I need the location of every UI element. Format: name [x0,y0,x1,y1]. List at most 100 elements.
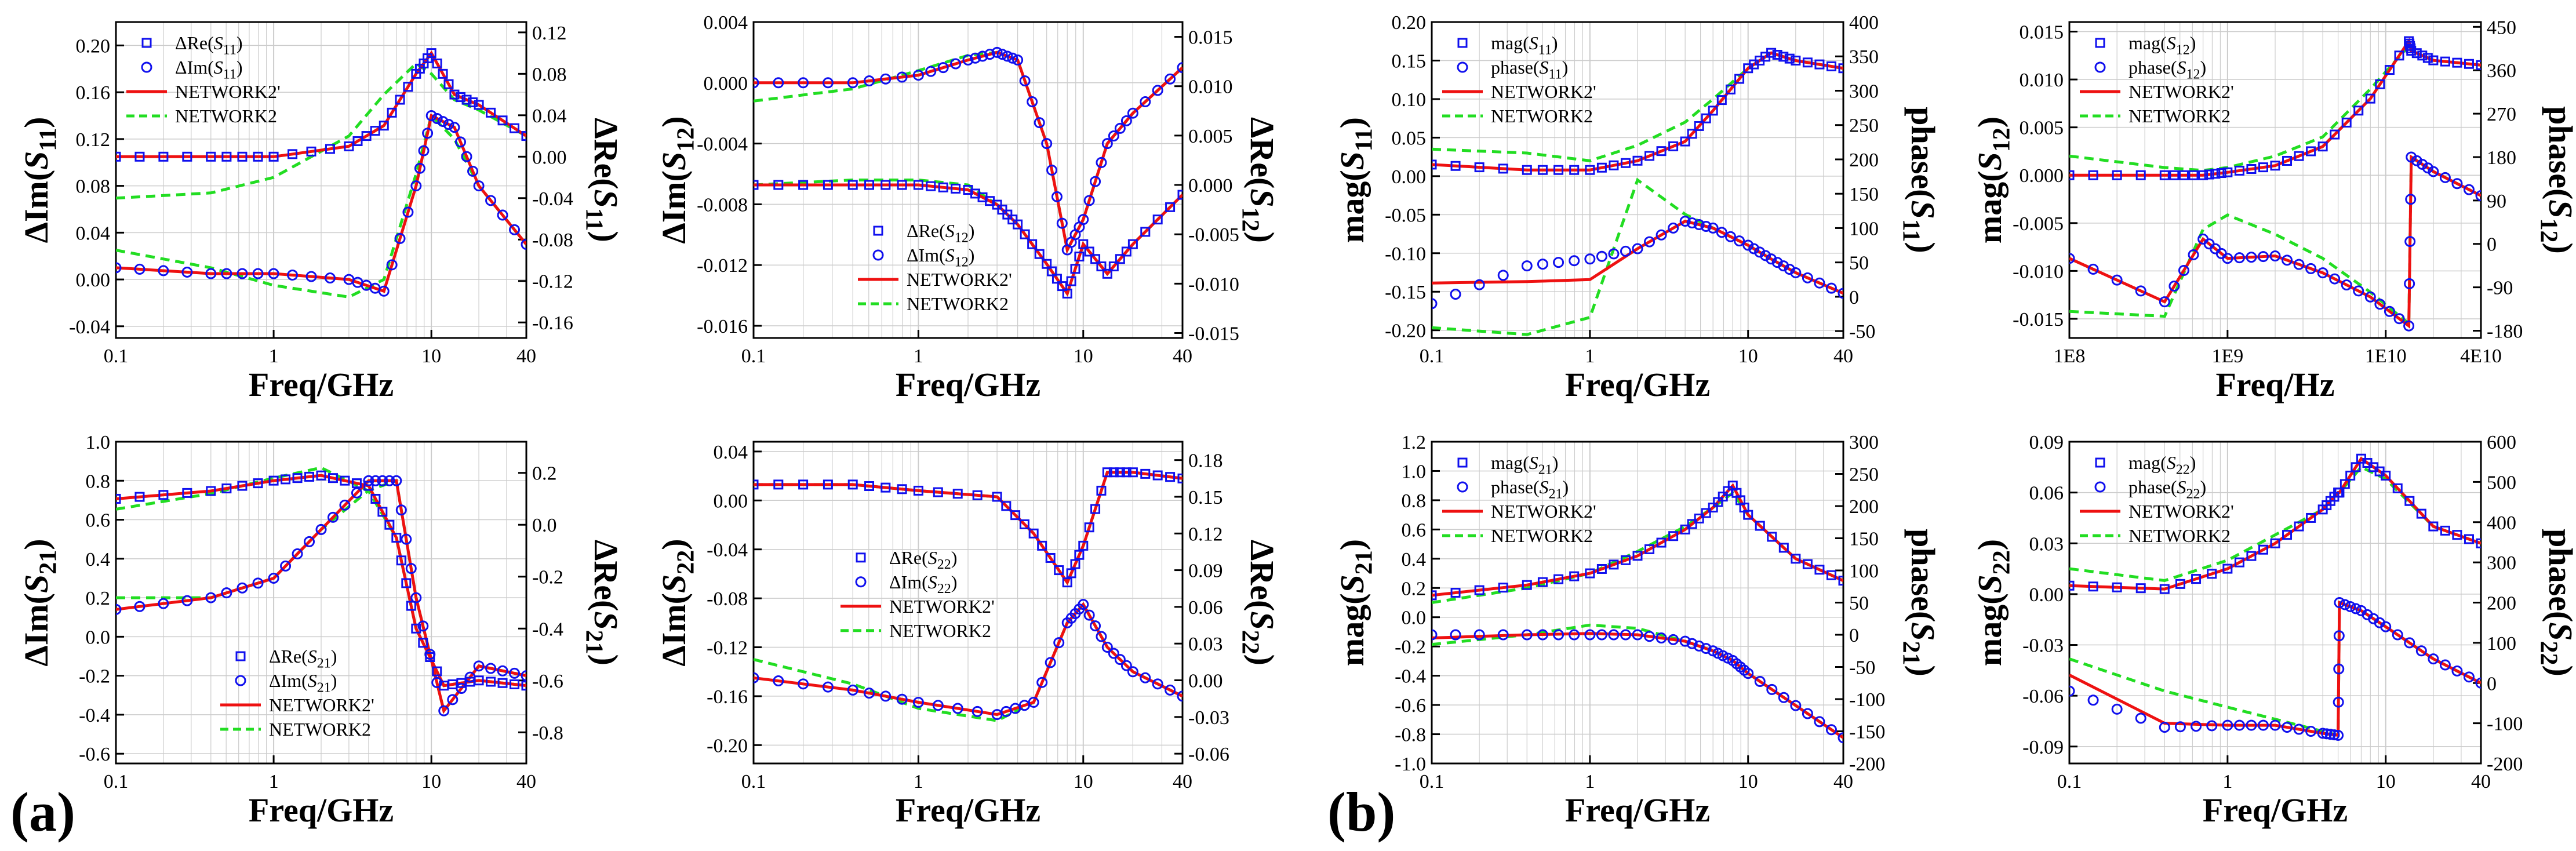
data-point [394,232,406,244]
y-tick-label-right: 0.08 [532,64,567,85]
data-point [773,77,784,89]
legend-marker-circle [2094,481,2106,493]
data-point [2415,645,2427,657]
data-point [2411,155,2422,166]
data-point [1553,165,1564,175]
data-point [2317,728,2328,739]
data-point [952,703,963,714]
data-point [134,151,145,162]
data-point [1062,288,1072,299]
data-point [288,149,298,159]
data-point [1838,732,1843,744]
data-point [1165,472,1176,482]
legend-label: ΔRe(S22) [889,547,957,572]
data-point [287,270,299,281]
data-point [1096,631,1107,642]
y-tick-label-left: 0.09 [2029,432,2064,453]
data-point [2365,93,2375,104]
data-point [1002,209,1013,220]
legend: ΔRe(S22)ΔIm(S22)NETWORK2' NETWORK2 [841,547,995,641]
data-point [461,151,472,162]
y-tick-label-left: -0.6 [79,744,110,765]
legend-marker-circle [1457,481,1468,493]
chart-8: 0.1 1 10 40 -0.09 -0.06 -0.03 0.00 0.03 0.06 0.09 -… [1971,432,2576,829]
data-point [410,592,422,603]
data-point [1754,246,1766,258]
data-point [2169,170,2180,180]
data-point [315,523,327,535]
x-tick-label: 10 [2376,771,2396,792]
data-point [2222,167,2233,177]
y-axis-label-right: ΔRe(S22) [1236,540,1281,665]
data-point [2392,483,2403,493]
series-line-network2-phase- [1432,219,1843,295]
legend: mag(S12)phase(S12)NETWORK2' NETWORK2 [2080,32,2234,126]
data-point [1609,160,1619,170]
data-point [2440,56,2450,67]
data-point [351,487,362,499]
series-line-network2-phase- [1432,632,1843,739]
legend-label: ΔRe(S21) [269,646,337,671]
data-point [754,479,759,490]
y-tick-label-left: 0.04 [76,223,111,244]
y-tick-label-left: -0.6 [1395,695,1426,717]
data-point [1034,249,1045,259]
y-tick-label-right: -0.08 [532,230,573,251]
y-tick-label-right: -0.015 [1188,323,1239,344]
data-point [510,679,520,689]
data-point [996,49,1008,60]
data-point [2464,59,2474,69]
data-point [1569,629,1580,641]
x-axis-label: Freq/GHz [1565,791,1710,829]
data-point [1432,298,1438,310]
data-point [1084,246,1094,257]
data-point [324,272,336,284]
data-point [2246,551,2257,561]
y-tick-label-right: -200 [1849,754,1885,775]
y-tick-label-right: 400 [1849,12,1879,34]
data-point [2321,728,2333,740]
data-point [2306,512,2316,523]
data-point [1620,245,1631,257]
data-point [2088,581,2098,592]
x-axis-label: Freq/GHz [896,366,1040,403]
y-axis-label-left: ΔIm(S22) [655,539,700,666]
y-tick-label-right: 180 [2487,147,2516,169]
data-point [1742,668,1754,679]
data-point [1608,629,1620,641]
x-tick-label: 1 [1585,346,1595,367]
data-point [1790,700,1802,711]
data-point [1734,235,1745,247]
data-point [1609,559,1619,570]
y-tick-label-right: 50 [1849,593,1869,614]
y-tick-label-right: 0.015 [1188,27,1233,49]
legend-label: NETWORK2 [2129,106,2231,126]
data-point [1108,261,1119,272]
series-group [116,48,526,299]
data-point [377,475,388,486]
y-tick-label-left: 0.10 [1392,89,1427,111]
data-point [1019,75,1031,87]
data-point [925,66,937,77]
y-tick-label-right: 450 [2487,17,2516,38]
data-point [1108,467,1119,478]
y-tick-label-right: 270 [2487,104,2516,125]
data-point [2405,194,2417,205]
legend: mag(S21)phase(S21)NETWORK2' NETWORK2 [1442,452,1596,546]
y-tick-label-right: -100 [2487,714,2523,735]
data-point [2475,677,2481,689]
data-point [1140,672,1151,683]
y-tick-label-left: -0.12 [707,638,748,659]
legend-marker-square [1457,457,1468,468]
data-point [327,511,339,523]
data-point [2339,599,2351,610]
data-point [1034,117,1045,129]
x-tick-label: 1E10 [2365,346,2407,367]
data-point [1596,250,1607,262]
data-point [1114,654,1126,665]
data-point [1450,288,1461,300]
data-point [1632,155,1643,166]
data-point [2404,637,2415,649]
y-tick-label-left: -0.05 [1385,205,1426,226]
data-point [2069,685,2075,697]
